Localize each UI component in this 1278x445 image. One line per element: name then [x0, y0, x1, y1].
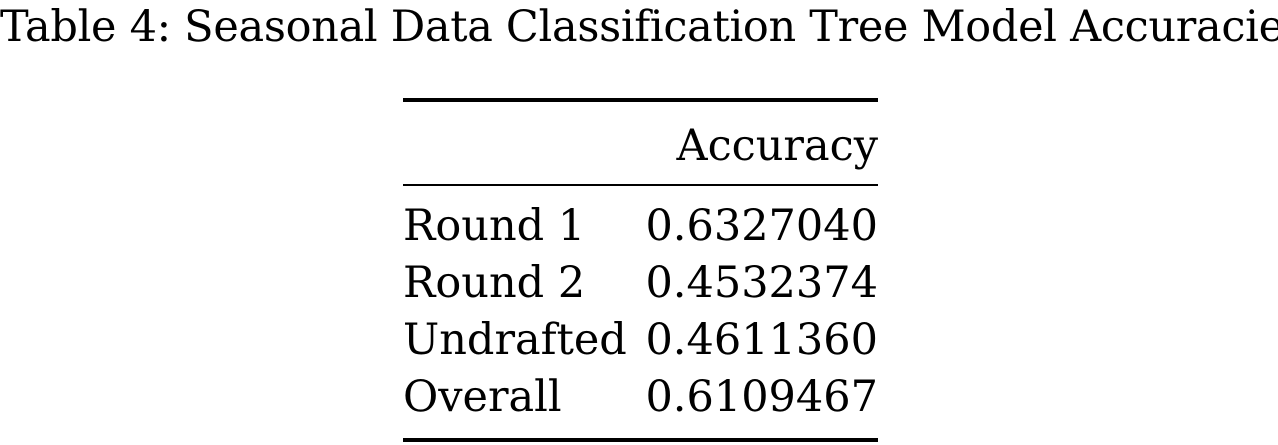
- top-rule: [403, 98, 878, 102]
- row-label: Round 2: [403, 258, 586, 308]
- row-label: Undrafted: [403, 315, 627, 365]
- table-row: Overall 0.6109467: [403, 369, 878, 426]
- row-value: 0.6327040: [645, 201, 878, 251]
- table-row: Undrafted 0.4611360: [403, 312, 878, 369]
- row-value: 0.4532374: [645, 258, 878, 308]
- table-row: Round 1 0.6327040: [403, 198, 878, 255]
- table-caption: Table 4: Seasonal Data Classification Tr…: [0, 2, 1278, 52]
- mid-rule: [403, 184, 878, 186]
- accuracy-table: Accuracy Round 1 0.6327040 Round 2 0.453…: [403, 98, 878, 442]
- bottom-rule: [403, 438, 878, 442]
- row-label: Overall: [403, 372, 562, 422]
- row-value: 0.6109467: [645, 372, 878, 422]
- table-row: Round 2 0.4532374: [403, 255, 878, 312]
- row-value: 0.4611360: [645, 315, 878, 365]
- table-header-row: Accuracy: [403, 102, 878, 184]
- row-label: Round 1: [403, 201, 586, 251]
- header-accuracy-cell: Accuracy: [676, 121, 878, 171]
